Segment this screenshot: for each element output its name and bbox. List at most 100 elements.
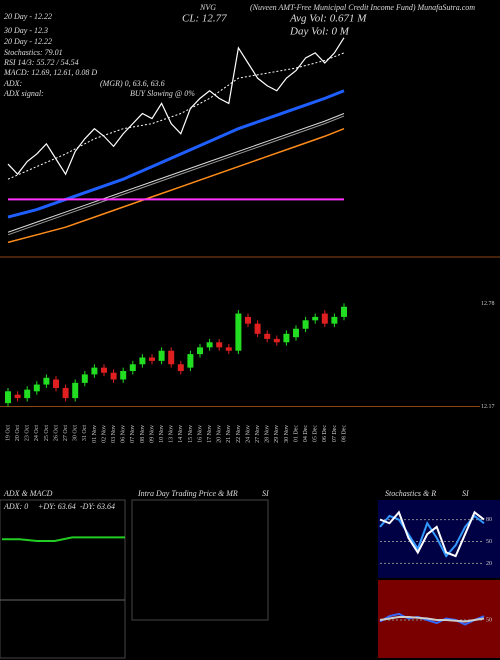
candle-body — [129, 364, 136, 372]
avg-vol: Avg Vol: 0.671 M — [289, 13, 367, 25]
ema30: 30 Day - 12.3 — [3, 26, 48, 35]
indicator-line — [379, 615, 485, 623]
stoch-panel — [378, 500, 500, 578]
y-tick-label: 12.78 — [481, 301, 495, 307]
x-tick-label: 22 Nov — [236, 425, 242, 443]
x-tick-label: 04 Dec — [303, 425, 309, 442]
candle-body — [14, 394, 21, 399]
candle-body — [43, 377, 50, 385]
intraday-panel — [131, 499, 269, 621]
signal: BUY Slowing @ 0% — [130, 89, 195, 98]
x-tick-label: 23 Oct — [25, 425, 31, 441]
adx-signal: ADX signal: — [3, 89, 44, 98]
candle-body — [149, 357, 155, 361]
ma-line — [7, 115, 345, 236]
candle-body — [177, 364, 184, 372]
candle-body — [139, 357, 146, 365]
candle-body — [235, 313, 242, 351]
candle-body — [321, 313, 328, 324]
x-tick-label: 09 Nov — [149, 425, 155, 443]
candle-body — [72, 382, 79, 399]
panel-title: Stochastics & R — [385, 489, 436, 498]
candle-body — [254, 323, 261, 334]
x-tick-label: 25 Oct — [44, 425, 50, 441]
ema20: 20 Day - 12.22 — [4, 12, 52, 21]
x-tick-label: 08 Nov — [140, 425, 146, 443]
candle-body — [245, 316, 251, 324]
ma-line — [7, 113, 345, 233]
x-tick-label: 20 Oct — [15, 425, 21, 441]
candle-body — [302, 320, 309, 329]
macd: MACD: 12.69, 12.61, 0.08 D — [3, 68, 97, 77]
x-tick-label: 30 Oct — [73, 425, 79, 441]
adx: ADX: — [3, 79, 23, 88]
x-tick-label: 01 Nov — [92, 425, 98, 443]
ema20b: 20 Day - 12.22 — [4, 37, 52, 46]
x-tick-label: 24 Nov — [245, 425, 251, 443]
rsi: RSI 14/3: 55.72 / 54.54 — [3, 58, 79, 67]
stochastics: Stochastics: 79.01 — [4, 48, 63, 57]
candle-body — [110, 372, 117, 380]
x-tick-label: 16 Nov — [197, 425, 203, 443]
x-tick-label: 08 Dec — [341, 425, 347, 442]
x-tick-label: 06 Nov — [121, 425, 127, 443]
candle-body — [24, 389, 31, 399]
day-vol: Day Vol: 0 M — [289, 26, 350, 38]
x-tick-label: 17 Nov — [207, 425, 213, 443]
candle-body — [264, 333, 271, 339]
candle-body — [5, 391, 11, 404]
candle-body — [120, 371, 127, 380]
candle-body — [101, 367, 107, 373]
candle-body — [158, 350, 165, 361]
panel-title: ADX & MACD — [3, 489, 53, 498]
candle-body — [62, 387, 69, 399]
candle-body — [312, 316, 319, 321]
ma-line — [7, 52, 345, 180]
y-tick-label: 50 — [486, 539, 492, 545]
candle-body — [91, 367, 98, 375]
header-title: (Nuveen AMT-Free Municipal Credit Income… — [250, 3, 475, 12]
ticker: NVG — [199, 3, 216, 12]
candle-body — [197, 347, 203, 355]
indicator-line — [379, 510, 485, 558]
candle-body — [216, 342, 223, 348]
x-tick-label: 07 Nov — [130, 425, 136, 443]
x-tick-label: 20 Nov — [217, 425, 223, 443]
adx-label: -DY: 63.64 — [80, 502, 115, 511]
x-tick-label: 28 Nov — [265, 425, 271, 443]
x-tick-label: 29 Nov — [274, 425, 280, 443]
x-tick-label: 27 Oct — [63, 425, 69, 441]
adx-label: ADX: 0 — [3, 502, 28, 511]
y-tick-label: 80 — [486, 517, 492, 523]
x-tick-label: 24 Oct — [34, 425, 40, 441]
x-tick-label: 30 Nov — [284, 425, 290, 443]
candle-body — [33, 384, 40, 392]
price-line — [7, 37, 345, 176]
candle-body — [187, 354, 194, 368]
indicator-line — [379, 612, 485, 626]
ma-line — [7, 127, 345, 244]
x-tick-label: 06 Dec — [322, 425, 328, 442]
x-tick-label: 10 Nov — [159, 425, 165, 443]
x-tick-label: 05 Dec — [313, 425, 319, 442]
x-tick-label: 13 Nov — [169, 425, 175, 443]
candle-body — [293, 328, 299, 338]
adx-values: (MGR) 0, 63.6, 63.6 — [100, 79, 165, 88]
candle-body — [81, 374, 88, 383]
x-tick-label: 02 Nov — [101, 425, 107, 443]
x-tick-label: 01 Dec — [293, 425, 299, 442]
candle-body — [331, 316, 338, 324]
x-tick-label: 07 Dec — [332, 425, 338, 442]
candle-body — [53, 379, 59, 388]
candle-body — [168, 350, 175, 365]
adx-label: +DY: 63.64 — [38, 502, 76, 511]
x-tick-label: 31 Oct — [82, 425, 88, 441]
x-tick-label: 26 Oct — [53, 425, 59, 441]
close: CL: 12.77 — [182, 13, 227, 25]
y-tick-label: 12.17 — [481, 404, 495, 410]
x-tick-label: 21 Nov — [226, 425, 232, 443]
indicator-line — [2, 536, 125, 542]
candle-body — [273, 338, 280, 343]
panel-title: Intra Day Trading Price & MR — [137, 489, 238, 498]
